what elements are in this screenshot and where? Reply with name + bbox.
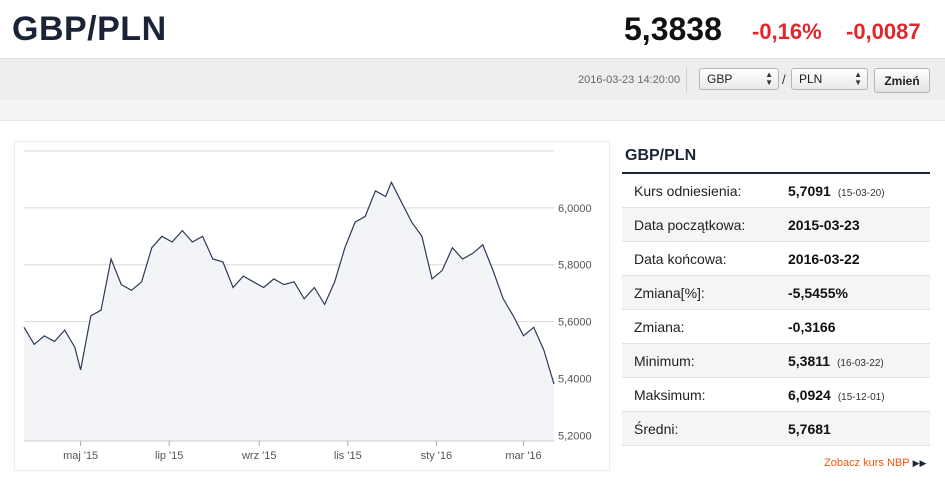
toolbar-divider bbox=[686, 68, 687, 92]
stats-row: Kurs odniesienia: 5,7091 (15-03-20) bbox=[622, 174, 930, 208]
x-tick-label: lip '15 bbox=[155, 450, 183, 462]
pair-title: GBP/PLN bbox=[12, 10, 167, 48]
stats-label: Średni: bbox=[634, 421, 679, 437]
series-line bbox=[23, 180, 555, 385]
current-price: 5,3838 bbox=[624, 11, 722, 47]
change-percent: -0,16% bbox=[752, 19, 822, 44]
change-button[interactable]: Zmień bbox=[874, 68, 930, 93]
stats-value-text: 6,0924 bbox=[788, 387, 831, 403]
stats-label: Data początkowa: bbox=[634, 217, 746, 233]
stats-value-text: 5,7091 bbox=[788, 183, 831, 199]
stats-label: Maksimum: bbox=[634, 387, 706, 403]
stats-value: 2015-03-23 bbox=[788, 217, 860, 233]
stats-row: Data początkowa: 2015-03-23 bbox=[622, 208, 930, 242]
stats-label: Zmiana[%]: bbox=[634, 285, 705, 301]
stats-value-text: 5,7681 bbox=[788, 421, 831, 437]
nbp-rate-link[interactable]: Zobacz kurs NBP ▶▶ bbox=[824, 457, 926, 469]
stats-value-text: -0,3166 bbox=[788, 319, 836, 335]
currency-toolbar: 2016-03-23 14:20:00 GBP ▲ ▼ / PLN ▲ ▼ Zmie… bbox=[0, 58, 945, 100]
stats-label: Data końcowa: bbox=[634, 251, 727, 267]
stats-date: (15-12-01) bbox=[837, 392, 885, 403]
nbp-link-label: Zobacz kurs NBP bbox=[824, 457, 910, 469]
x-tick-label: wrz '15 bbox=[241, 450, 277, 462]
select-arrows-icon: ▲ ▼ bbox=[854, 70, 862, 87]
stats-value: -0,3166 bbox=[788, 319, 835, 335]
stats-value-text: 5,3811 bbox=[788, 353, 831, 369]
stats-value: 5,7681 bbox=[788, 421, 831, 437]
y-tick-label: 5,2000 bbox=[558, 430, 592, 442]
stats-row: Zmiana[%]: -5,5455% bbox=[622, 276, 930, 310]
change-absolute: -0,0087 bbox=[846, 19, 921, 44]
quote-header: GBP/PLN 5,3838 -0,16% -0,0087 bbox=[0, 0, 945, 58]
x-tick-label: sty '16 bbox=[421, 450, 452, 462]
from-currency-select[interactable]: GBP ▲ ▼ bbox=[699, 68, 779, 90]
stats-date: (15-03-20) bbox=[837, 188, 885, 199]
stats-value: 6,0924 (15-12-01) bbox=[788, 387, 885, 403]
stats-row: Średni: 5,7681 bbox=[622, 412, 930, 446]
y-tick-label: 5,4000 bbox=[558, 373, 592, 385]
stats-title: GBP/PLN bbox=[625, 147, 697, 164]
stats-table: Kurs odniesienia: 5,7091 (15-03-20) Data po… bbox=[622, 172, 930, 446]
y-tick-label: 6,0000 bbox=[558, 203, 592, 215]
stats-row: Minimum: 5,3811 (16-03-22) bbox=[622, 344, 930, 378]
stats-value: 2016-03-22 bbox=[788, 251, 860, 267]
x-tick-label: lis '15 bbox=[334, 450, 362, 462]
currency-separator: / bbox=[782, 72, 786, 87]
section-gap bbox=[0, 100, 945, 120]
stats-value-text: 2016-03-22 bbox=[788, 251, 860, 267]
y-tick-label: 5,6000 bbox=[558, 317, 592, 329]
stats-row: Maksimum: 6,0924 (15-12-01) bbox=[622, 378, 930, 412]
stats-value-text: -5,5455% bbox=[788, 285, 848, 301]
y-tick-label: 5,8000 bbox=[558, 260, 592, 272]
stats-value-text: 2015-03-23 bbox=[788, 217, 860, 233]
stats-value: -5,5455% bbox=[788, 285, 848, 301]
stats-label: Zmiana: bbox=[634, 319, 685, 335]
stats-value: 5,3811 (16-03-22) bbox=[788, 353, 884, 369]
series-area bbox=[24, 182, 554, 442]
stats-row: Zmiana: -0,3166 bbox=[622, 310, 930, 344]
stats-value: 5,7091 (15-03-20) bbox=[788, 183, 885, 199]
double-arrow-icon: ▶▶ bbox=[912, 458, 927, 468]
x-tick-label: maj '15 bbox=[63, 450, 98, 462]
stats-date: (16-03-22) bbox=[837, 358, 884, 369]
from-currency-value: GBP bbox=[707, 72, 733, 86]
rate-chart: 5,2000 5,4000 5,6000 5,8000 6,0000 maj '15 lip… bbox=[14, 141, 610, 471]
to-currency-value: PLN bbox=[799, 72, 823, 86]
quote-timestamp: 2016-03-23 14:20:00 bbox=[578, 74, 681, 86]
x-tick-label: mar '16 bbox=[505, 450, 541, 462]
stats-label: Kurs odniesienia: bbox=[634, 183, 742, 199]
stats-row: Data końcowa: 2016-03-22 bbox=[622, 242, 930, 276]
select-arrows-icon: ▲ ▼ bbox=[765, 70, 773, 87]
stats-label: Minimum: bbox=[634, 353, 695, 369]
to-currency-select[interactable]: PLN ▲ ▼ bbox=[791, 68, 868, 90]
